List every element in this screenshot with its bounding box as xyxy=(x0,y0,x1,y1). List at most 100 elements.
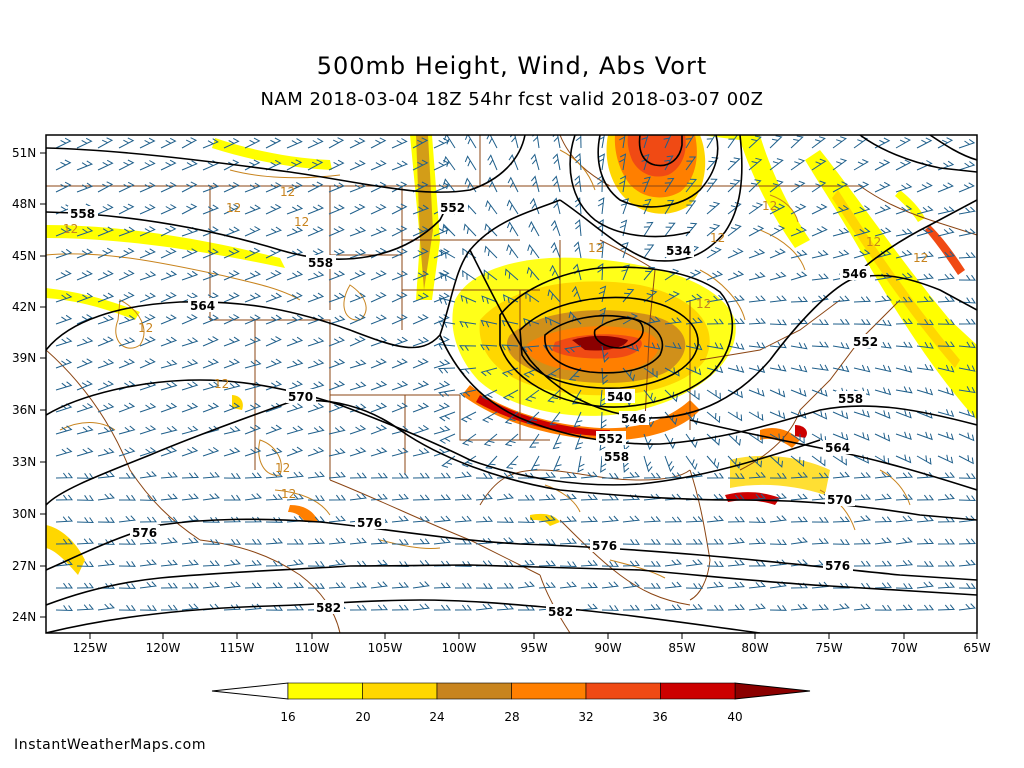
wind-barb xyxy=(538,471,557,479)
wind-barb xyxy=(391,314,408,325)
wind-barb xyxy=(307,402,325,413)
wind-barb xyxy=(517,517,535,524)
wind-barb xyxy=(307,337,325,347)
contour-label: 558 xyxy=(68,206,98,221)
wind-barb xyxy=(118,337,136,347)
wind-barb xyxy=(370,581,388,589)
wind-barb xyxy=(139,204,156,215)
wind-barb xyxy=(181,493,199,501)
wind-barb xyxy=(139,605,157,611)
wind-barb xyxy=(97,358,115,369)
wind-barb xyxy=(853,409,870,418)
wind-barb xyxy=(622,515,640,523)
wind-barb xyxy=(265,314,283,325)
wind-barb xyxy=(685,135,695,149)
wind-barb xyxy=(76,517,94,524)
wind-barb xyxy=(832,539,850,545)
wind-barb xyxy=(538,494,557,501)
wind-barb xyxy=(727,248,744,259)
wind-barb xyxy=(552,455,562,472)
wind-barb xyxy=(874,295,892,303)
wind-barb xyxy=(307,538,326,545)
colorbar-label: 24 xyxy=(429,710,444,724)
wind-barb xyxy=(937,560,955,567)
wind-barb xyxy=(97,270,114,281)
wind-barb xyxy=(55,447,73,457)
wind-barb xyxy=(895,515,913,523)
wind-barb xyxy=(958,473,976,479)
wind-barb xyxy=(853,227,871,237)
wind-barb xyxy=(484,245,498,259)
colorbar-cell xyxy=(436,682,512,700)
svg-text:546: 546 xyxy=(621,412,646,426)
wind-barb xyxy=(463,223,477,237)
lat-label: 48N xyxy=(12,197,36,211)
wind-barb xyxy=(506,221,519,237)
wind-barb xyxy=(307,471,325,479)
wind-barb xyxy=(307,159,324,171)
wind-barb xyxy=(874,432,891,442)
wind-barb xyxy=(853,494,872,501)
wind-barb xyxy=(727,135,738,149)
wind-barb xyxy=(433,182,450,193)
contour-label: 534 xyxy=(664,243,694,258)
wind-barb xyxy=(504,268,519,281)
wind-barb xyxy=(202,381,220,391)
wind-barb xyxy=(160,516,178,523)
wind-barb xyxy=(874,560,892,567)
longitude-axis: 125W 120W 115W 110W 105W 100W 95W 90W 85… xyxy=(73,633,991,655)
wind-barb xyxy=(622,539,640,545)
wind-barb xyxy=(223,402,241,413)
wind-barb xyxy=(286,493,304,501)
wind-barb xyxy=(664,604,683,611)
wind-barb xyxy=(433,359,451,369)
wind-barb xyxy=(916,137,933,149)
wind-barb xyxy=(370,537,389,545)
wind-barb xyxy=(328,182,345,193)
wind-barb xyxy=(643,582,661,589)
wind-barb xyxy=(496,493,514,501)
wind-barb xyxy=(454,471,472,479)
wind-barb xyxy=(706,294,724,303)
wind-barb xyxy=(412,603,430,611)
wind-barb xyxy=(727,202,742,215)
wind-barb xyxy=(706,561,724,567)
wind-barb xyxy=(528,220,540,237)
wind-barb xyxy=(265,226,282,237)
wind-barb xyxy=(832,516,851,523)
wind-barb xyxy=(307,583,325,589)
wind-barb xyxy=(118,494,136,501)
wind-barb xyxy=(412,181,429,193)
lat-label: 51N xyxy=(12,146,36,160)
wind-barb xyxy=(664,222,676,237)
wind-barb xyxy=(501,367,519,378)
wind-barb xyxy=(664,539,682,545)
contour-label: 582 xyxy=(314,600,344,615)
wind-barb xyxy=(244,137,261,149)
wind-barb xyxy=(223,336,241,347)
wind-barb xyxy=(574,433,584,450)
wind-barb xyxy=(160,381,178,391)
wind-barb xyxy=(811,158,827,171)
lon-label: 90W xyxy=(594,641,621,655)
wind-barb xyxy=(139,137,156,149)
wind-barb xyxy=(181,402,199,413)
wind-barb xyxy=(55,137,72,149)
wind-barb xyxy=(244,247,261,259)
wind-barb xyxy=(286,582,305,589)
colorbar-low-arrow xyxy=(211,682,289,700)
wind-barb xyxy=(663,135,672,149)
wind-barb xyxy=(874,582,892,589)
wind-barb xyxy=(391,336,409,347)
wind-barb xyxy=(727,433,741,447)
wind-barb xyxy=(139,336,156,347)
wind-barb xyxy=(224,494,241,501)
wind-barb xyxy=(118,358,135,369)
wind-barb xyxy=(706,201,721,215)
wind-barb xyxy=(160,336,178,347)
wind-barb xyxy=(727,581,745,589)
wind-barb xyxy=(552,433,562,450)
wind-barb xyxy=(643,455,653,473)
wind-barb xyxy=(706,604,724,611)
wind-barb xyxy=(575,135,582,149)
